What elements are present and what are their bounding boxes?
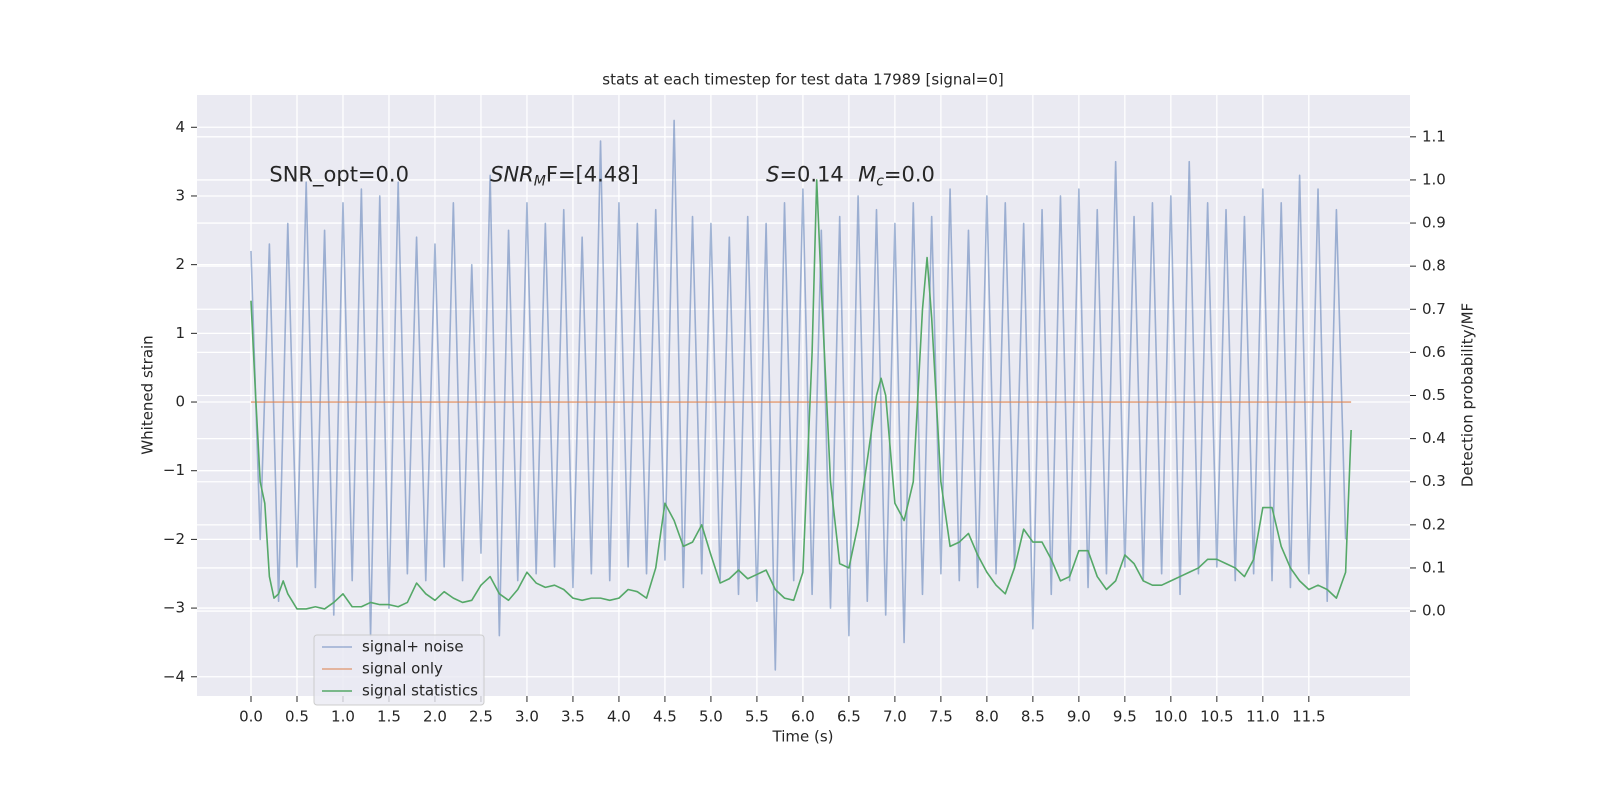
annotation: SNR_opt=0.0 xyxy=(269,162,409,187)
x-tick-label: 8.0 xyxy=(975,708,999,726)
y-tick-label: 0 xyxy=(175,393,185,411)
annotation-part: c xyxy=(876,173,884,189)
series-line xyxy=(250,179,1352,610)
y2-tick-label: 0.8 xyxy=(1422,257,1446,275)
x-tick-label: 9.5 xyxy=(1113,708,1137,726)
y2-tick-label: 0.4 xyxy=(1422,429,1446,447)
legend-box xyxy=(313,634,485,706)
legend: signal+ noise signal only signal statistic… xyxy=(313,634,485,706)
x-axis-label: Time (s) xyxy=(772,728,834,746)
x-tick-label: 7.0 xyxy=(883,708,907,726)
x-tick-label: 4.5 xyxy=(653,708,677,726)
annotation: SNRMF=[4.48] xyxy=(490,162,639,189)
y2-tick-label: 0.7 xyxy=(1422,300,1446,318)
x-tick-label: 3.5 xyxy=(561,708,585,726)
annotation-part: SNR_opt=0.0 xyxy=(269,162,409,187)
x-tick-label: 5.0 xyxy=(699,708,723,726)
y2-tick-label: 0.6 xyxy=(1422,343,1446,361)
x-tick-label: 0.0 xyxy=(239,708,263,726)
x-tick-label: 4.0 xyxy=(607,708,631,726)
y2-tick-label: 1.0 xyxy=(1422,170,1446,188)
annotation: S=0.14 xyxy=(766,162,844,186)
x-tick-label: 2.5 xyxy=(469,708,493,726)
x-tick-label: 5.5 xyxy=(745,708,769,726)
x-tick-label: 11.5 xyxy=(1292,708,1325,726)
x-tick-label: 10.5 xyxy=(1200,708,1233,726)
annotation-part: =0.14 xyxy=(779,162,843,186)
y2-tick-label: 0.5 xyxy=(1422,386,1446,404)
x-tick-label: 10.0 xyxy=(1154,708,1187,726)
x-tick-label: 7.5 xyxy=(929,708,953,726)
y-tick-label: 3 xyxy=(175,186,185,204)
chart-title: stats at each timestep for test data 179… xyxy=(602,71,1003,89)
y2-tick-label: 0.9 xyxy=(1422,214,1446,232)
x-tick-label: 0.5 xyxy=(285,708,309,726)
x-tick-label: 6.5 xyxy=(837,708,861,726)
y-tick-label: 1 xyxy=(175,324,185,342)
x-tick-label: 9.0 xyxy=(1067,708,1091,726)
x-tick-label: 6.0 xyxy=(791,708,815,726)
y-tick-label: −4 xyxy=(163,667,185,685)
legend-label: signal statistics xyxy=(362,682,478,700)
annotation-part: M xyxy=(534,173,546,189)
y-tick-label: 4 xyxy=(175,118,185,136)
x-tick-label: 3.0 xyxy=(515,708,539,726)
annotation-part: =0.0 xyxy=(884,162,935,186)
x-tick-label: 1.5 xyxy=(377,708,401,726)
grid xyxy=(197,95,1410,696)
y-tick-label: −1 xyxy=(163,461,185,479)
y2-tick-label: 0.3 xyxy=(1422,472,1446,490)
y2-tick-label: 0.2 xyxy=(1422,515,1446,533)
annotation-part: S xyxy=(766,162,779,186)
y2-tick-label: 1.1 xyxy=(1422,127,1446,145)
annotation: Mc=0.0 xyxy=(858,162,935,189)
annotation-part: M xyxy=(858,162,876,186)
y-tick-label: −3 xyxy=(163,599,185,617)
x-tick-label: 2.0 xyxy=(423,708,447,726)
y2-axis-label: Detection probability/MF xyxy=(1459,303,1477,487)
y2-tick-label: 0.1 xyxy=(1422,558,1446,576)
y2-tick-label: 0.0 xyxy=(1422,602,1446,620)
series-line xyxy=(250,119,1347,671)
x-tick-label: 1.0 xyxy=(331,708,355,726)
x-tick-label: 11.0 xyxy=(1246,708,1279,726)
y-tick-label: −2 xyxy=(163,530,185,548)
annotation-part: SNR xyxy=(490,162,534,186)
x-tick-label: 8.5 xyxy=(1021,708,1045,726)
legend-label: signal+ noise xyxy=(362,638,464,656)
y-axis-label: Whitened strain xyxy=(139,335,157,454)
y-tick-label: 2 xyxy=(175,255,185,273)
legend-label: signal only xyxy=(362,660,443,678)
annotation-part: F=[4.48] xyxy=(546,162,639,186)
